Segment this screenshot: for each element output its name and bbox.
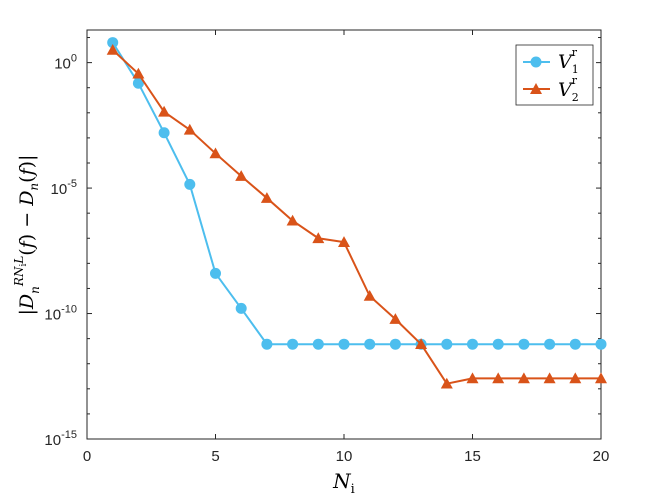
y-tick-label-exponent: -5 <box>67 178 77 190</box>
series-2-point <box>183 123 196 135</box>
legend-marker-series-1 <box>530 56 542 68</box>
legend: V1r V2r <box>515 44 594 106</box>
x-axis-label: Ni <box>332 469 355 497</box>
x-axis-ticks: 0 5 10 15 20 <box>83 30 610 465</box>
series-1-point <box>107 37 119 49</box>
series-2-point <box>517 372 530 384</box>
y-tick-label: 100 <box>54 53 77 73</box>
series-2-point <box>569 372 582 384</box>
series-2-point <box>260 192 273 203</box>
plot-area <box>86 29 602 440</box>
series-1-point <box>441 338 453 350</box>
series-layer <box>106 37 607 389</box>
series-2-point <box>595 372 607 384</box>
series-1-point <box>364 338 376 350</box>
series-1-point <box>467 338 478 350</box>
series-2-point <box>106 43 119 55</box>
legend-label-series-1-sub: 1 <box>572 63 579 76</box>
x-axis-label-sub: i <box>351 482 355 497</box>
x-tick-label: 10 <box>336 448 353 465</box>
series-1-point <box>261 338 273 350</box>
series-2-point <box>389 313 402 324</box>
series-1-point <box>492 338 504 350</box>
series-2-point <box>440 377 453 389</box>
y-axis-label: |DnRNiL(f) − Dn(f)| <box>12 155 42 316</box>
y-tick-label-base: 10 <box>54 56 71 73</box>
series-2-point <box>312 232 325 244</box>
series-1-point <box>184 178 196 190</box>
legend-label-series-1-sup: r <box>572 46 578 59</box>
series-1-point <box>287 338 299 350</box>
legend-label-series-1: V1 r <box>558 46 579 76</box>
y-tick-label: 10-15 <box>44 429 77 449</box>
series-1-point <box>544 338 556 350</box>
series-2-point <box>466 372 479 384</box>
series-1-point <box>235 302 247 314</box>
y-axis-label-text: |DnRNiL(f) − Dn(f)| <box>12 155 42 316</box>
x-tick-label: 20 <box>593 448 610 465</box>
y-tick-label-exponent: 0 <box>71 53 77 65</box>
legend-box <box>515 44 594 106</box>
series-2-point <box>209 147 222 159</box>
series-2-point <box>492 372 505 384</box>
y-tick-label: 10-5 <box>51 178 77 198</box>
series-2-point <box>338 236 350 247</box>
legend-label-series-2: V2 r <box>558 74 579 104</box>
legend-item-series-1: V1 r <box>523 46 579 76</box>
legend-label-series-2-sub: 2 <box>572 91 579 104</box>
y-tick-label-base: 10 <box>44 432 61 449</box>
series-2-point <box>286 214 299 226</box>
y-tick-label: 10-10 <box>44 304 77 324</box>
x-tick-label: 5 <box>211 448 219 465</box>
series-1-point <box>389 338 401 350</box>
legend-label-series-1-base: V <box>558 51 574 73</box>
series-2-point <box>158 105 171 117</box>
series-1-point <box>595 338 607 350</box>
y-tick-label-base: 10 <box>51 181 68 198</box>
series-2-point <box>132 67 145 79</box>
series-1-point <box>518 338 530 350</box>
series-1-point <box>210 267 221 279</box>
series-2-point <box>543 372 556 384</box>
y-tick-label-exponent: -15 <box>61 429 77 441</box>
x-tick-label: 15 <box>464 448 481 465</box>
series-1-point <box>569 338 581 350</box>
legend-marker-series-2 <box>530 83 542 94</box>
y-tick-label-base: 10 <box>44 307 61 324</box>
x-axis-label-base: N <box>332 469 352 493</box>
series-1-point <box>312 338 324 350</box>
series-2-point <box>363 290 376 301</box>
legend-label-series-2-sup: r <box>572 74 578 87</box>
legend-label-series-2-base: V <box>558 79 574 101</box>
series-1-point <box>158 127 170 139</box>
x-tick-label: 0 <box>83 448 91 465</box>
series-2-point <box>235 170 248 181</box>
legend-item-series-2: V2 r <box>523 74 579 104</box>
series-2-point <box>415 338 428 349</box>
series-1-point <box>132 77 144 89</box>
series-1-point <box>338 338 350 350</box>
y-tick-label-exponent: -10 <box>61 304 77 316</box>
